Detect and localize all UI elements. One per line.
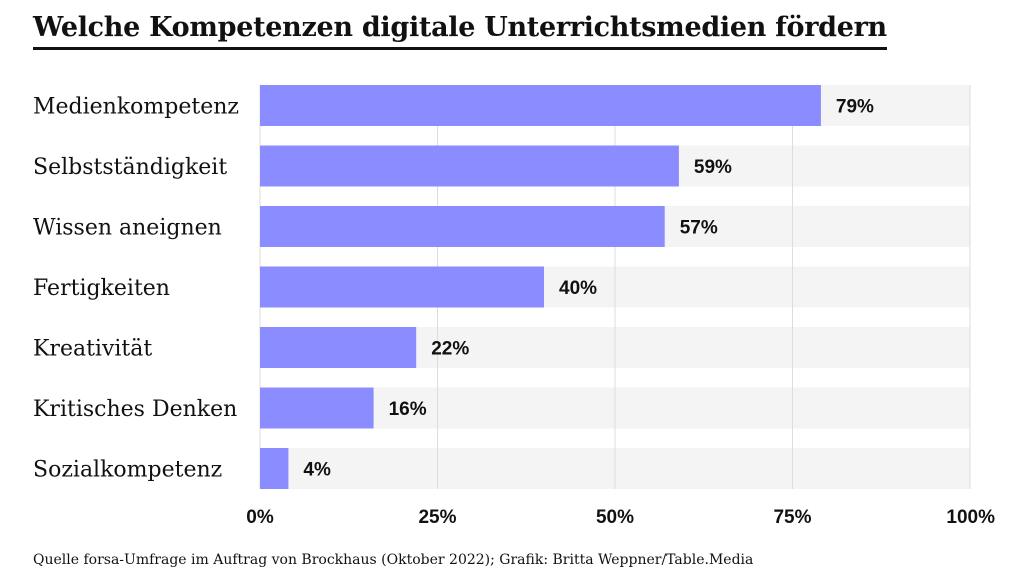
bar	[260, 145, 679, 187]
bar	[260, 448, 289, 489]
x-tick-label: 100%	[946, 507, 995, 528]
value-label: 16%	[389, 399, 427, 420]
value-label: 40%	[559, 278, 597, 299]
value-label: 4%	[303, 460, 331, 481]
bar	[260, 327, 417, 368]
category-label: Sozialkompetenz	[33, 458, 222, 483]
value-label: 79%	[836, 97, 874, 118]
bar	[260, 266, 544, 308]
category-label: Kreativität	[33, 337, 152, 362]
value-label: 59%	[694, 157, 732, 178]
chart-title: Welche Kompetenzen digitale Unterrichtsm…	[33, 12, 887, 50]
value-label: 57%	[680, 218, 718, 239]
chart-title-wrap: Welche Kompetenzen digitale Unterrichtsm…	[33, 12, 887, 50]
category-label: Wissen aneignen	[33, 216, 222, 241]
bar	[260, 387, 374, 429]
category-label: Medienkompetenz	[33, 95, 239, 120]
x-tick-label: 50%	[596, 507, 634, 528]
value-label: 22%	[431, 339, 469, 360]
x-tick-label: 25%	[418, 507, 456, 528]
x-tick-label: 0%	[246, 507, 274, 528]
bar	[260, 85, 821, 126]
source-note: Quelle forsa-Umfrage im Auftrag von Broc…	[33, 552, 754, 568]
x-tick-label: 75%	[773, 507, 811, 528]
category-label: Fertigkeiten	[33, 276, 170, 301]
category-label: Kritisches Denken	[33, 397, 237, 422]
category-label: Selbstständigkeit	[33, 155, 227, 180]
bar	[260, 206, 665, 247]
